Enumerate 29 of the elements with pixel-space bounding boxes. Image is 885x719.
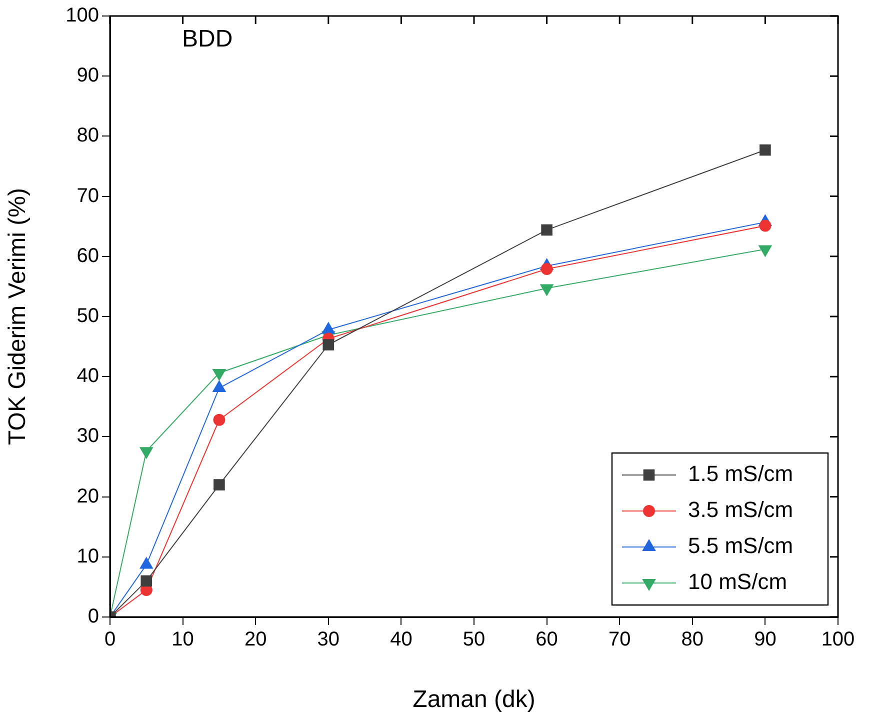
x-tick-label: 0 (104, 628, 116, 651)
x-tick-label: 60 (536, 628, 558, 651)
x-tick-label: 50 (462, 628, 486, 651)
x-tick-label: 80 (681, 628, 704, 651)
y-tick-label: 20 (76, 485, 99, 508)
x-tick-label: 70 (608, 628, 631, 651)
y-tick-label: 100 (66, 4, 99, 27)
x-tick-label: 100 (821, 628, 855, 651)
annotation: BDD (182, 26, 233, 53)
y-tick-label: 50 (76, 305, 99, 328)
legend-label: 1.5 mS/cm (688, 461, 794, 486)
y-tick-label: 0 (88, 606, 99, 628)
y-tick-label: 30 (76, 425, 99, 448)
y-tick-label: 90 (76, 64, 99, 87)
y-tick-label: 10 (76, 545, 99, 568)
x-tick-label: 10 (172, 628, 194, 651)
legend-label: 3.5 mS/cm (688, 497, 794, 522)
x-tick-label: 30 (317, 628, 340, 651)
y-tick-label: 80 (76, 124, 99, 147)
x-tick-label: 90 (754, 628, 776, 651)
legend-label: 10 mS/cm (688, 569, 788, 594)
y-tick-label: 40 (76, 365, 99, 388)
legend-label: 5.5 mS/cm (688, 533, 794, 558)
x-tick-label: 20 (244, 628, 267, 651)
y-tick-label: 70 (76, 184, 99, 207)
y-tick-label: 60 (76, 244, 99, 267)
y-axis-title: TOK Giderim Verimi (%) (4, 188, 32, 445)
x-axis-title: Zaman (dk) (412, 686, 536, 714)
x-tick-label: 40 (390, 628, 412, 651)
